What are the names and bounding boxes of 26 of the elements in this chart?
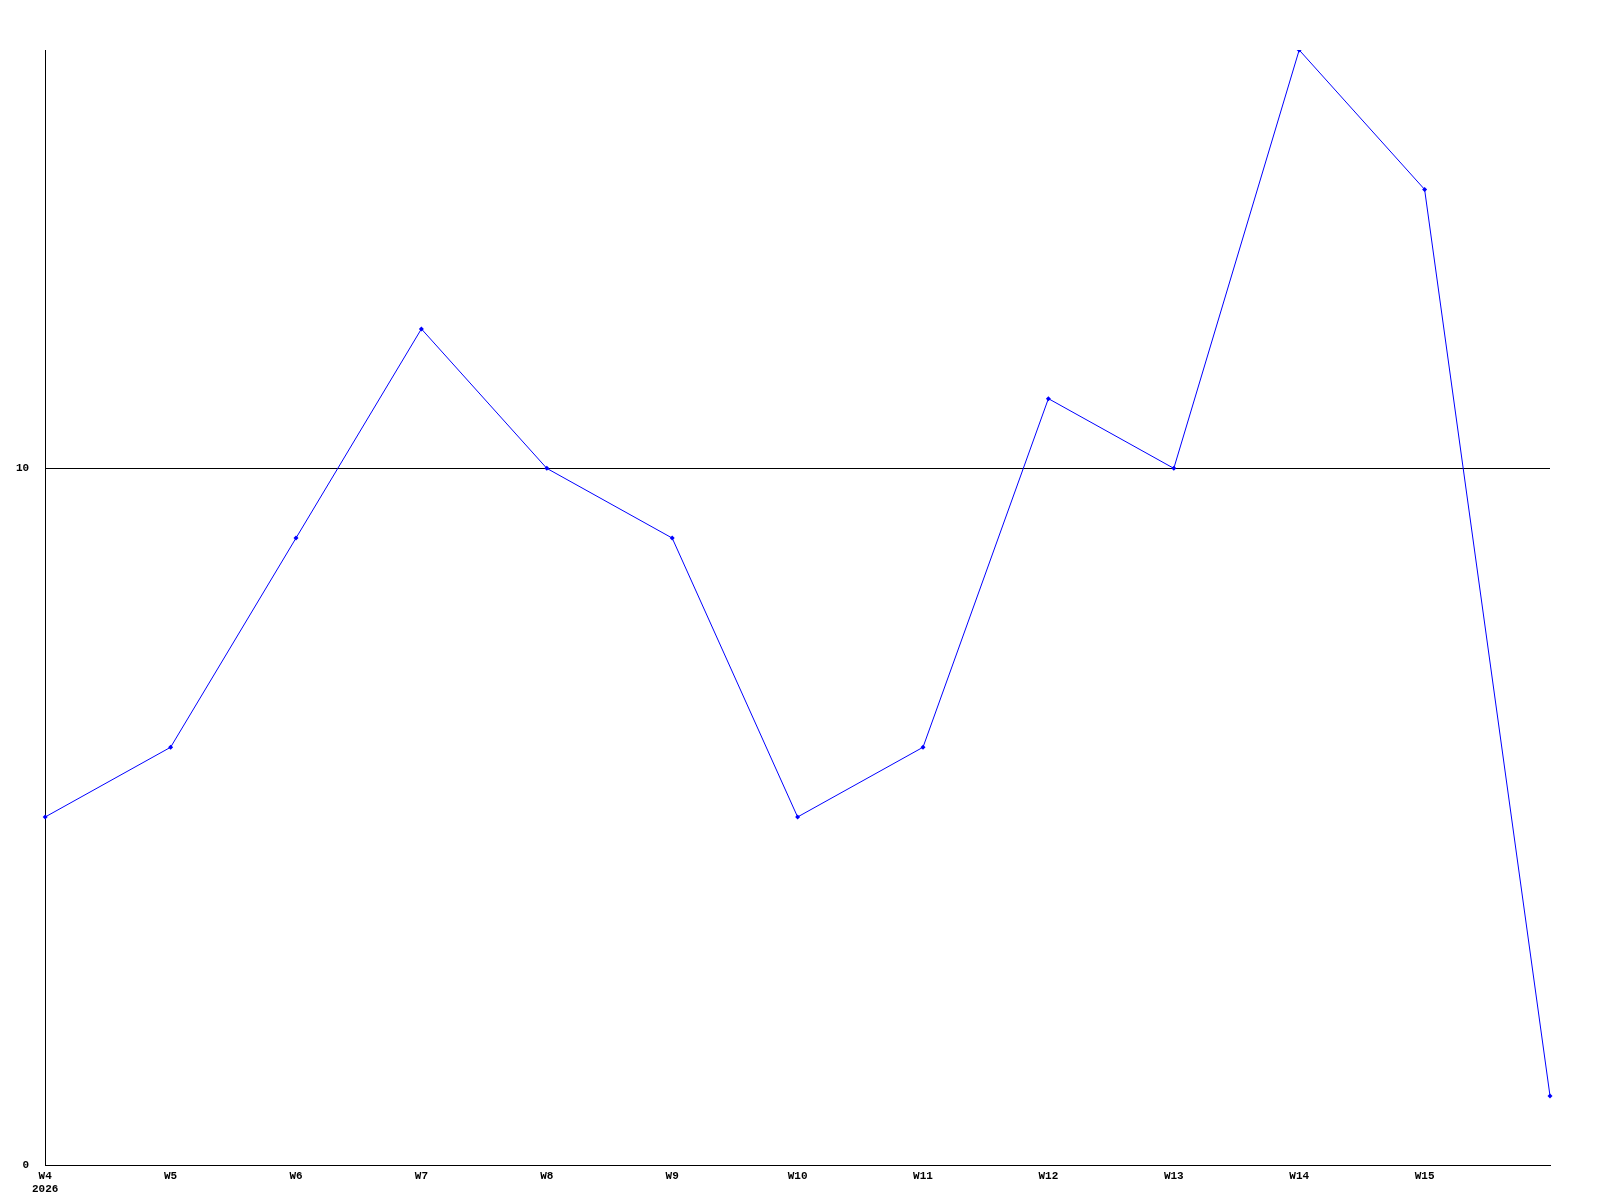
- point: [669, 535, 675, 541]
- x-tick-label: W7: [414, 1169, 428, 1182]
- point: [795, 814, 801, 820]
- x-tick-label: W6: [289, 1169, 303, 1182]
- point: [1045, 396, 1051, 402]
- y-tick-label: 10: [16, 462, 30, 475]
- x-tick-label: W10: [787, 1169, 808, 1182]
- point: [1547, 1093, 1553, 1099]
- point: [168, 744, 174, 750]
- x-tick-label: W14: [1289, 1169, 1310, 1182]
- point: [42, 814, 48, 820]
- y-tick-label: 0: [22, 1159, 30, 1172]
- x-tick-label: W9: [665, 1169, 679, 1182]
- x-tick-label: W11: [913, 1169, 934, 1182]
- point: [1422, 186, 1428, 192]
- x-tick-label: W15: [1414, 1169, 1435, 1182]
- point: [418, 326, 424, 332]
- x-tick-label: W4 2026: [32, 1169, 59, 1196]
- x-tick-label: W12: [1038, 1169, 1059, 1182]
- x-tick-label: W8: [540, 1169, 554, 1182]
- point: [544, 465, 550, 471]
- point: [1171, 465, 1177, 471]
- x-tick-label: W13: [1163, 1169, 1185, 1182]
- point: [293, 535, 299, 541]
- x-tick-label: W5: [164, 1169, 178, 1182]
- point: [920, 744, 926, 750]
